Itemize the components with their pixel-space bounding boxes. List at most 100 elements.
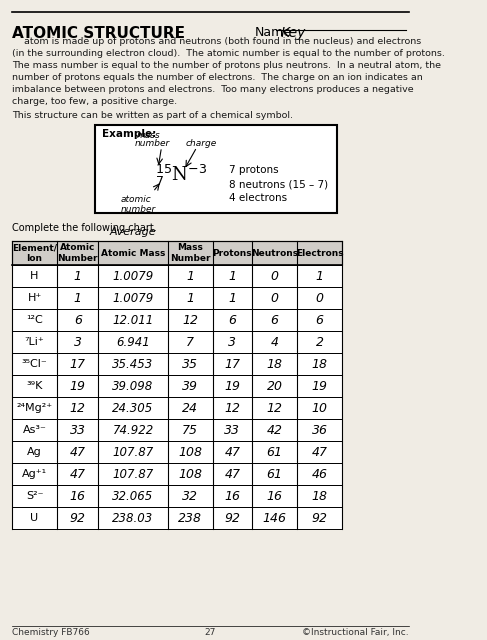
Text: 2: 2 [316, 335, 324, 349]
Text: 19: 19 [70, 380, 86, 392]
Text: This structure can be written as part of a chemical symbol.: This structure can be written as part of… [12, 111, 293, 120]
Text: The mass number is equal to the number of protons plus neutrons.  In a neutral a: The mass number is equal to the number o… [12, 61, 441, 70]
Text: 35.453: 35.453 [112, 358, 154, 371]
Text: 19: 19 [312, 380, 328, 392]
Text: Atomic Mass: Atomic Mass [101, 248, 165, 257]
Text: Example:: Example: [102, 129, 156, 139]
Text: 12: 12 [182, 314, 198, 326]
Text: ¹²C: ¹²C [26, 315, 43, 325]
Text: 32: 32 [182, 490, 198, 502]
Text: H⁺: H⁺ [27, 293, 42, 303]
Text: 12: 12 [225, 401, 241, 415]
Text: 238.03: 238.03 [112, 511, 154, 525]
Text: atomic: atomic [121, 195, 151, 204]
Text: 16: 16 [70, 490, 86, 502]
Text: imbalance between protons and electrons.  Too many electrons produces a negative: imbalance between protons and electrons.… [12, 85, 414, 94]
Text: ³⁵Cl⁻: ³⁵Cl⁻ [22, 359, 47, 369]
Text: number: number [121, 205, 156, 214]
Bar [12, 441, 342, 463]
Text: 7 protons: 7 protons [229, 165, 279, 175]
Text: Mass
Number: Mass Number [170, 243, 210, 262]
Bar [12, 507, 342, 529]
Text: H: H [30, 271, 39, 281]
Text: number: number [135, 139, 170, 148]
Text: atom is made up of protons and neutrons (both found in the nucleus) and electron: atom is made up of protons and neutrons … [12, 37, 421, 46]
Text: Key: Key [281, 26, 306, 40]
Text: 47: 47 [70, 467, 86, 481]
Text: 24: 24 [182, 401, 198, 415]
Text: 6: 6 [271, 314, 279, 326]
Text: 33: 33 [225, 424, 241, 436]
Text: 1: 1 [316, 269, 324, 282]
Text: Ag: Ag [27, 447, 42, 457]
Text: 20: 20 [267, 380, 283, 392]
Text: ATOMIC STRUCTURE: ATOMIC STRUCTURE [12, 26, 185, 41]
Bar [12, 397, 342, 419]
Text: 6: 6 [74, 314, 82, 326]
Text: 92: 92 [70, 511, 86, 525]
Text: 47: 47 [225, 445, 241, 458]
Text: ©Instructional Fair, Inc.: ©Instructional Fair, Inc. [302, 628, 409, 637]
Bar [12, 353, 342, 375]
Text: 39.098: 39.098 [112, 380, 154, 392]
Text: 18: 18 [312, 358, 328, 371]
Bar [12, 241, 342, 265]
FancyBboxPatch shape [95, 125, 337, 213]
Text: 18: 18 [267, 358, 283, 371]
Text: As³⁻: As³⁻ [22, 425, 46, 435]
Text: 39: 39 [182, 380, 198, 392]
Text: 16: 16 [225, 490, 241, 502]
Text: 107.87: 107.87 [112, 467, 154, 481]
Text: 46: 46 [312, 467, 328, 481]
Text: 1.0079: 1.0079 [112, 269, 154, 282]
Text: S²⁻: S²⁻ [26, 491, 43, 501]
Text: 92: 92 [225, 511, 241, 525]
Bar [12, 331, 342, 353]
Text: 0: 0 [271, 291, 279, 305]
Text: 27: 27 [204, 628, 216, 637]
Text: charge: charge [186, 139, 217, 148]
Text: Element/
Ion: Element/ Ion [12, 243, 57, 262]
Text: 6: 6 [316, 314, 324, 326]
Text: 3: 3 [74, 335, 82, 349]
Text: 1: 1 [74, 269, 82, 282]
Text: 4 electrons: 4 electrons [229, 193, 287, 203]
Text: 24.305: 24.305 [112, 401, 154, 415]
Text: 6.941: 6.941 [116, 335, 150, 349]
Text: 1: 1 [186, 291, 194, 305]
Text: 61: 61 [267, 467, 283, 481]
Text: (in the surrounding electron cloud).  The atomic number is equal to the number o: (in the surrounding electron cloud). The… [12, 49, 445, 58]
Text: charge, too few, a positive charge.: charge, too few, a positive charge. [12, 97, 177, 106]
Bar [12, 287, 342, 309]
Text: 107.87: 107.87 [112, 445, 154, 458]
Text: 35: 35 [182, 358, 198, 371]
Text: ⁷Li⁺: ⁷Li⁺ [25, 337, 44, 347]
Text: U: U [31, 513, 38, 523]
Text: Electrons: Electrons [296, 248, 343, 257]
Text: 47: 47 [70, 445, 86, 458]
Text: Protons: Protons [212, 248, 252, 257]
Text: 47: 47 [225, 467, 241, 481]
Text: 108: 108 [178, 467, 202, 481]
Text: Complete the following chart.: Complete the following chart. [12, 223, 157, 233]
Text: $^{15}_{7}$N$^{-3}$: $^{15}_{7}$N$^{-3}$ [155, 163, 207, 188]
Text: 74.922: 74.922 [112, 424, 154, 436]
Bar [12, 309, 342, 331]
Text: 16: 16 [267, 490, 283, 502]
Text: 1.0079: 1.0079 [112, 291, 154, 305]
Text: 8 neutrons (15 – 7): 8 neutrons (15 – 7) [229, 179, 328, 189]
Text: 108: 108 [178, 445, 202, 458]
Text: 12: 12 [267, 401, 283, 415]
Text: 1: 1 [228, 291, 236, 305]
Text: 10: 10 [312, 401, 328, 415]
Text: 75: 75 [182, 424, 198, 436]
Bar [12, 463, 342, 485]
Text: 12: 12 [70, 401, 86, 415]
Text: 1: 1 [186, 269, 194, 282]
Text: 33: 33 [70, 424, 86, 436]
Text: 92: 92 [312, 511, 328, 525]
Text: Ag⁺¹: Ag⁺¹ [22, 469, 47, 479]
Text: 146: 146 [262, 511, 287, 525]
Bar [12, 485, 342, 507]
Text: Average: Average [110, 227, 156, 237]
